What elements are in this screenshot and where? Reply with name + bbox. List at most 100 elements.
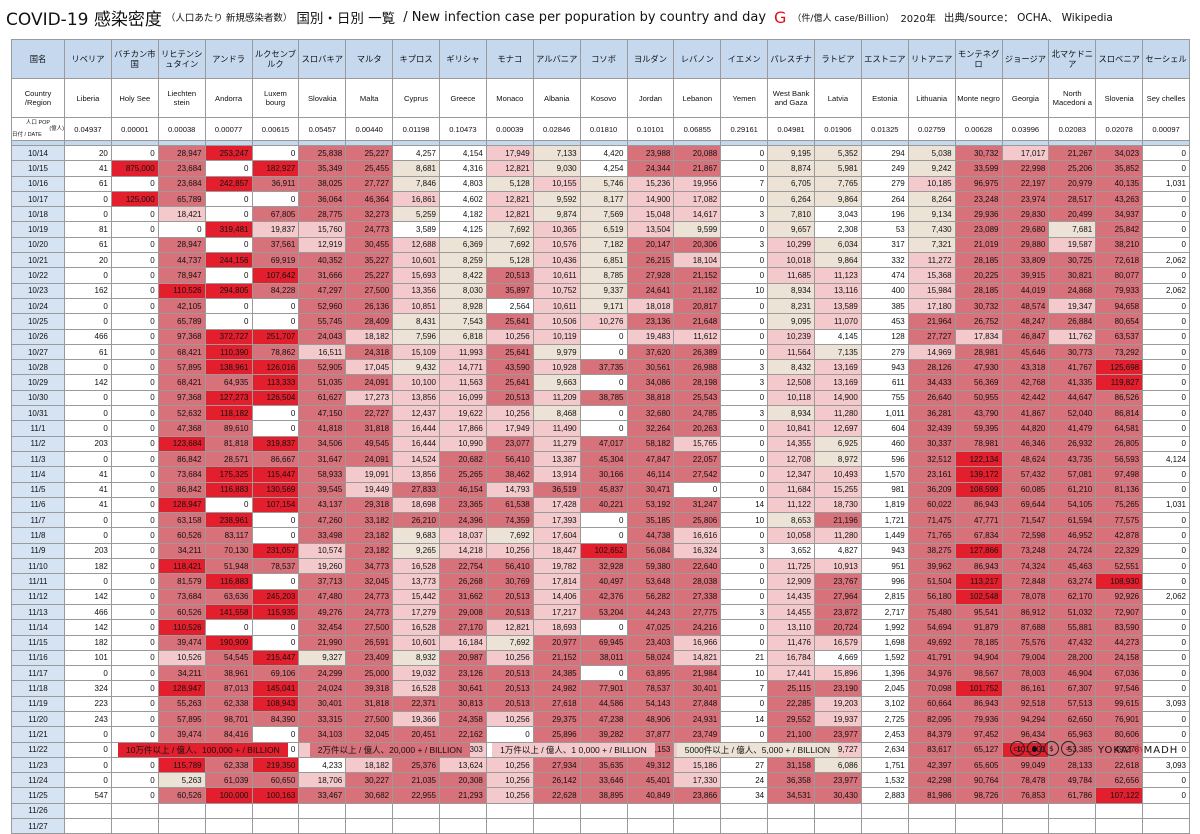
value-cell: 6,851 (579, 252, 628, 269)
value-cell: 94,658 (1095, 297, 1144, 315)
value-cell: 61 (64, 343, 112, 361)
population-cell: 0.00001 (110, 117, 159, 141)
value-cell: 4,145 (814, 328, 862, 345)
value-cell: 0 (110, 680, 159, 697)
value-cell: 57,895 (157, 710, 206, 728)
nd-icon: = (1061, 741, 1076, 756)
value-cell: 0 (720, 558, 769, 575)
value-cell: 28,571 (204, 450, 253, 468)
value-cell: 56,410 (485, 450, 534, 468)
value-cell: 81,136 (1095, 481, 1144, 498)
value-cell: 0 (110, 297, 159, 315)
value-cell: 8,231 (767, 297, 815, 315)
value-cell: 7,596 (392, 328, 440, 345)
value-cell: 0 (64, 267, 112, 284)
value-cell: 37,713 (298, 573, 347, 590)
value-cell: 65,963 (1048, 726, 1097, 743)
value-cell: 99,049 (1001, 756, 1050, 774)
value-cell: 2,062 (1142, 252, 1190, 269)
value-cell: 78,862 (251, 343, 300, 361)
value-cell (485, 802, 534, 820)
value-cell: 62,170 (1048, 588, 1097, 605)
value-cell: 44,273 (1095, 634, 1144, 651)
value-cell: 28,126 (907, 359, 956, 376)
value-cell: 466 (64, 603, 112, 621)
value-cell: 21,990 (298, 634, 347, 651)
country-name-en: Luxem bourg (251, 78, 300, 118)
value-cell (439, 818, 487, 834)
value-cell: 58,182 (626, 435, 675, 452)
value-cell: 0 (1142, 267, 1190, 284)
value-cell: 0 (720, 466, 769, 483)
value-cell: 97,546 (1095, 680, 1144, 697)
value-cell: 0 (1142, 573, 1190, 590)
value-cell: 25,896 (532, 726, 581, 743)
value-cell: 15,109 (392, 343, 440, 361)
value-cell: 1,751 (860, 756, 909, 774)
value-cell: 73,684 (157, 466, 206, 483)
value-cell: 45,401 (626, 772, 675, 789)
value-cell: 101 (64, 649, 112, 667)
value-cell: 25,000 (345, 665, 394, 682)
value-cell: 231,057 (251, 542, 300, 560)
value-cell: 0 (720, 221, 769, 238)
value-cell: 22,628 (532, 787, 581, 804)
value-cell: 10 (720, 282, 769, 299)
value-cell: 23,365 (439, 496, 487, 514)
value-cell: 47,847 (626, 450, 675, 468)
table-row: 10/28 0 0 57,895 138,961 126,016 52,905 17,045 9… (11, 359, 1190, 376)
value-cell: 40,497 (579, 573, 628, 590)
table-row: 11/20 243 0 57,895 98,701 84,390 33,315 27,500 1… (11, 710, 1190, 728)
value-cell: 86,943 (954, 496, 1003, 514)
table-row: 11/27 (11, 818, 1190, 834)
value-cell: 319,481 (204, 221, 253, 238)
value-cell: 14,900 (626, 190, 675, 208)
value-cell: 30,561 (626, 359, 675, 376)
value-cell: 20,306 (673, 236, 722, 254)
country-name-ja: バチカン市国 (110, 39, 159, 79)
value-cell: 101,752 (954, 680, 1003, 697)
value-cell: 190,909 (204, 634, 253, 651)
value-cell: 41 (64, 160, 112, 177)
value-cell: 102,652 (579, 542, 628, 560)
date-cell: 11/11 (11, 573, 65, 590)
value-cell: 78,981 (954, 435, 1003, 452)
value-cell: 21,019 (954, 236, 1003, 254)
value-cell: 0 (110, 726, 159, 743)
value-cell: 65,789 (157, 190, 206, 208)
value-cell: 20,513 (485, 665, 534, 682)
value-cell: 118,182 (204, 405, 253, 422)
value-cell: 113,333 (251, 374, 300, 391)
value-cell: 6,086 (814, 756, 862, 774)
value-cell: 51,032 (1048, 603, 1097, 621)
value-cell: 22,197 (1001, 175, 1050, 192)
value-cell: 23,977 (814, 772, 862, 789)
value-cell: 31,647 (298, 450, 347, 468)
value-cell: 20,513 (485, 588, 534, 605)
population-cell: 0.00615 (251, 117, 300, 141)
value-cell: 0 (1142, 160, 1190, 177)
value-cell: 13,504 (626, 221, 675, 238)
country-name-en: Slovakia (298, 78, 347, 118)
value-cell: 60,526 (157, 787, 206, 804)
value-cell: 0 (251, 405, 300, 422)
country-name-en: Lithuania (907, 78, 956, 118)
date-cell: 11/4 (11, 466, 65, 483)
value-cell: 10,576 (532, 236, 581, 254)
value-cell: 0 (251, 634, 300, 651)
population-cell: 0.10473 (439, 117, 487, 141)
value-cell: 0 (110, 619, 159, 636)
value-cell: 42,298 (907, 772, 956, 789)
value-cell: 9,864 (814, 190, 862, 208)
value-cell: 86,526 (1095, 389, 1144, 407)
title-grade: G (774, 7, 787, 27)
value-cell: 10,256 (485, 710, 534, 728)
value-cell: 17,017 (1001, 144, 1050, 162)
value-cell: 30,401 (673, 680, 722, 697)
value-cell: 6,705 (767, 175, 815, 192)
value-cell: 23,684 (157, 175, 206, 192)
value-cell: 84,416 (204, 726, 253, 743)
table-row: 11/9 203 0 34,211 70,130 231,057 10,574 23,182 9… (11, 542, 1190, 560)
value-cell: 203 (64, 542, 112, 560)
value-cell: 182 (64, 634, 112, 651)
